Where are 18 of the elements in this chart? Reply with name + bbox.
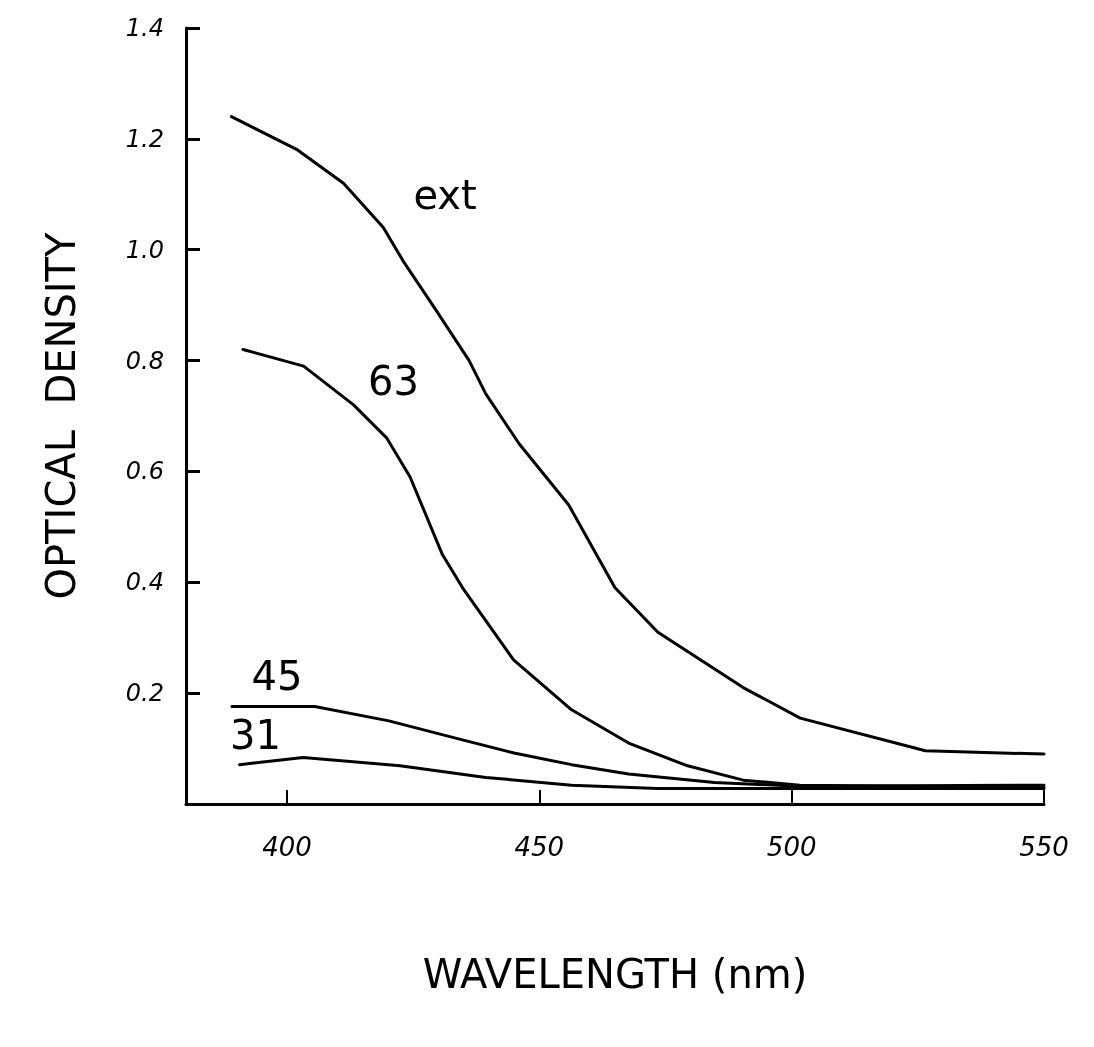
line-series [229, 115, 1046, 756]
y-tick-label: 0.2 [125, 679, 164, 708]
x-tick-label: 500 [766, 832, 817, 862]
x-tick-label: 450 [514, 832, 565, 862]
x-tick-label: 550 [1019, 832, 1069, 862]
series-label: 63 [368, 357, 420, 404]
x-axis-title: WAVELENGTH (nm) [422, 951, 808, 997]
series-label: ext [413, 171, 477, 218]
series-label: 31 [230, 711, 281, 758]
y-tick-label: 1.4 [125, 14, 164, 42]
y-tick-label: 1.2 [125, 124, 164, 153]
y-tick-label: 0.6 [125, 457, 164, 486]
series-label: 45 [251, 653, 303, 700]
y-tick-label: 0.8 [125, 346, 164, 375]
x-tick-label: 400 [262, 832, 312, 862]
y-tick-label: 1.0 [125, 235, 164, 264]
y-axis-title: OPTICAL DENSITY [38, 231, 84, 600]
y-tick-label: 0.4 [125, 568, 164, 597]
